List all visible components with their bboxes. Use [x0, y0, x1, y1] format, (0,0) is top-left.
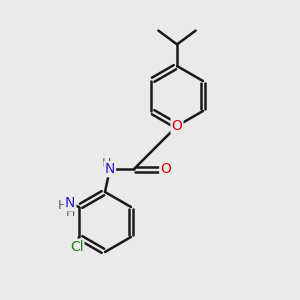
Text: H: H [58, 199, 67, 212]
Text: H: H [66, 206, 75, 219]
Text: O: O [172, 119, 182, 133]
Text: N: N [105, 162, 115, 176]
Text: H: H [102, 157, 112, 170]
Text: Cl: Cl [70, 240, 83, 254]
Text: O: O [160, 162, 171, 176]
Text: N: N [65, 196, 75, 210]
